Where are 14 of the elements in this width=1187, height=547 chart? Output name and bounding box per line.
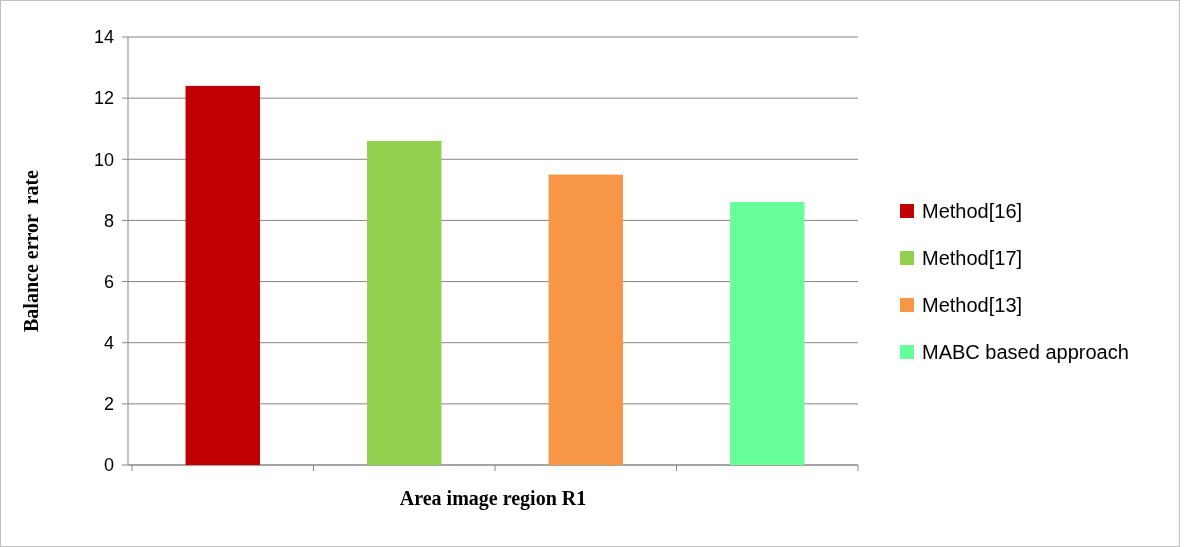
y-axis-title: Balance error rate	[20, 169, 42, 332]
y-tick-label: 6	[103, 271, 114, 292]
legend-label: Method[13]	[922, 294, 1023, 316]
legend-label: MABC based approach	[922, 341, 1129, 363]
y-tick-label: 2	[103, 394, 114, 415]
y-tick-label: 14	[93, 27, 114, 48]
y-tick-label: 4	[103, 333, 114, 354]
y-tick-label: 10	[93, 149, 114, 170]
legend-label: Method[16]	[922, 200, 1023, 222]
x-axis-title: Area image region R1	[399, 487, 587, 510]
legend-label: Method[17]	[922, 247, 1023, 269]
y-tick-label: 8	[103, 210, 114, 231]
y-tick-label: 0	[103, 455, 114, 476]
y-tick-label: 12	[93, 88, 114, 109]
